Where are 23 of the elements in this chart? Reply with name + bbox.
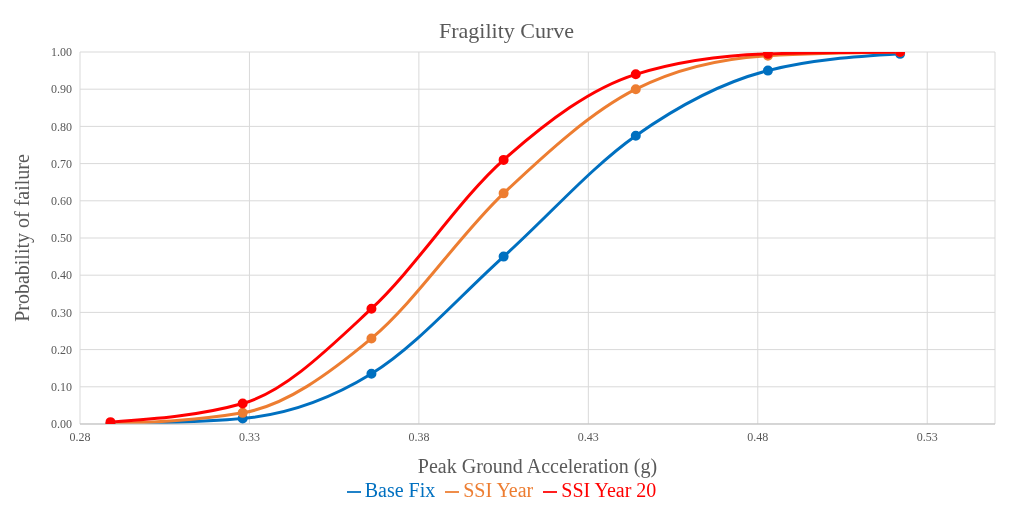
y-tick-label: 1.00	[51, 45, 72, 60]
legend-label: SSI Year	[463, 479, 534, 501]
y-axis-title: Probability of failure	[11, 154, 35, 322]
y-tick-label: 0.60	[51, 194, 72, 209]
y-tick-label: 0.10	[51, 380, 72, 395]
y-tick-label: 0.30	[51, 305, 72, 320]
x-tick-label: 0.43	[577, 429, 599, 444]
x-tick-label: 0.38	[408, 429, 430, 444]
y-tick-label: 0.20	[51, 342, 72, 357]
y-tick-label: 0.80	[51, 119, 72, 134]
y-tick-label: 0.40	[51, 268, 72, 283]
x-tick-label: 0.53	[916, 429, 938, 444]
x-tick-label: 0.28	[69, 429, 91, 444]
legend-label: SSI Year 20	[561, 479, 657, 501]
legend-label: Base Fix	[364, 479, 436, 501]
y-tick-label: 0.90	[51, 82, 72, 97]
x-tick-label: 0.33	[238, 429, 260, 444]
y-tick-label: 0.50	[51, 231, 72, 246]
x-tick-label: 0.48	[747, 429, 769, 444]
chart-title: Fragility Curve	[437, 17, 575, 43]
y-tick-label: 0.70	[51, 156, 72, 171]
x-axis-title: Peak Ground Acceleration (g)	[417, 455, 658, 478]
y-tick-label: 0.00	[51, 417, 72, 432]
